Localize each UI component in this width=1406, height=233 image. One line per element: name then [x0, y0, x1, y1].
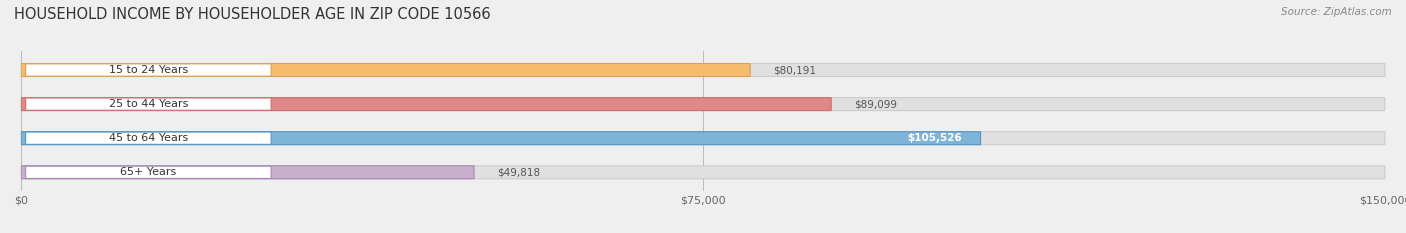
Text: $89,099: $89,099 — [853, 99, 897, 109]
FancyBboxPatch shape — [21, 132, 1385, 145]
FancyBboxPatch shape — [25, 132, 271, 144]
FancyBboxPatch shape — [25, 98, 271, 110]
Text: Source: ZipAtlas.com: Source: ZipAtlas.com — [1281, 7, 1392, 17]
Text: $105,526: $105,526 — [908, 133, 962, 143]
Text: 65+ Years: 65+ Years — [121, 167, 177, 177]
Text: HOUSEHOLD INCOME BY HOUSEHOLDER AGE IN ZIP CODE 10566: HOUSEHOLD INCOME BY HOUSEHOLDER AGE IN Z… — [14, 7, 491, 22]
FancyBboxPatch shape — [21, 64, 1385, 76]
FancyBboxPatch shape — [21, 98, 831, 111]
Text: 45 to 64 Years: 45 to 64 Years — [108, 133, 188, 143]
Text: $80,191: $80,191 — [773, 65, 815, 75]
FancyBboxPatch shape — [21, 166, 1385, 179]
FancyBboxPatch shape — [21, 132, 980, 145]
FancyBboxPatch shape — [21, 64, 751, 76]
Text: 15 to 24 Years: 15 to 24 Years — [108, 65, 188, 75]
Text: $49,818: $49,818 — [496, 167, 540, 177]
FancyBboxPatch shape — [21, 98, 1385, 111]
FancyBboxPatch shape — [25, 166, 271, 178]
Text: 25 to 44 Years: 25 to 44 Years — [108, 99, 188, 109]
FancyBboxPatch shape — [21, 166, 474, 179]
FancyBboxPatch shape — [25, 64, 271, 76]
